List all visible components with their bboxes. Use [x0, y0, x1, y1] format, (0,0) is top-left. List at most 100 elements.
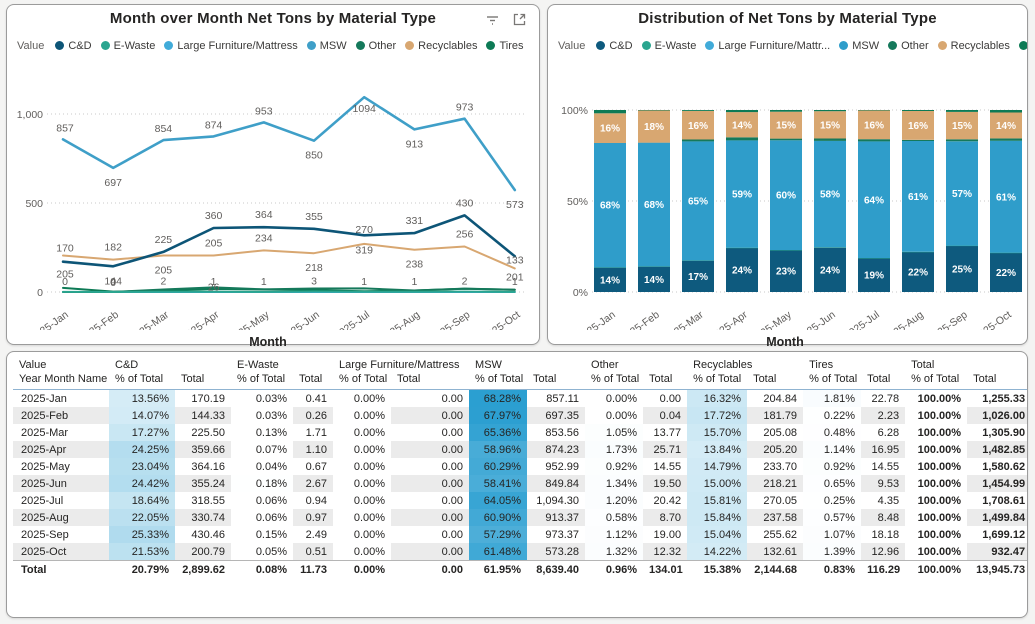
column-sub-header[interactable]: % of Total	[905, 372, 968, 390]
table-cell[interactable]: 1.10	[293, 441, 334, 458]
legend-item-c-d[interactable]: C&D	[596, 40, 633, 52]
table-cell[interactable]: 13.56%	[109, 389, 175, 407]
table-cell[interactable]: 0.00%	[333, 509, 392, 526]
table-cell[interactable]: 0.06%	[231, 509, 294, 526]
table-cell[interactable]: 18.18	[871, 528, 900, 541]
legend-item-tires[interactable]: Tires	[486, 40, 524, 52]
table-row[interactable]: 2025-Oct 21.53% 200.79 0.05% 0.51 0.00% 0.00 61…	[13, 543, 1027, 561]
bar-segment-e-waste[interactable]	[638, 266, 670, 267]
bar-chart-visual[interactable]: Distribution of Net Tons by Material Typ…	[547, 4, 1028, 349]
table-cell[interactable]: 2.23	[861, 407, 906, 424]
table-cell[interactable]: 60.29%	[469, 458, 528, 475]
table-cell[interactable]: 1.05%	[585, 424, 644, 441]
table-cell[interactable]: 1.14%	[803, 441, 862, 458]
line-chart-plot[interactable]: 0 500 1,000 2025-Jan 2025-Feb 2025-Mar 2025-Ap…	[13, 54, 535, 346]
table-cell[interactable]: 952.99	[545, 460, 580, 473]
table-cell[interactable]: 1.07%	[803, 526, 862, 543]
table-cell[interactable]: 8,639.40	[527, 560, 586, 578]
table-cell[interactable]: 16.32%	[687, 389, 748, 407]
table-cell[interactable]: 0.57%	[803, 509, 862, 526]
column-sub-header[interactable]: % of Total	[803, 372, 862, 390]
legend-item-msw[interactable]: MSW	[306, 40, 347, 52]
table-cell[interactable]: 0.00%	[333, 526, 392, 543]
series-line[interactable]	[62, 242, 516, 270]
table-cell[interactable]: 19.50	[643, 475, 688, 492]
table-cell[interactable]: 0.97	[293, 509, 334, 526]
table-cell[interactable]: 2.67	[293, 475, 334, 492]
table-cell[interactable]: 61.48%	[469, 543, 528, 561]
table-cell[interactable]: 697.35	[527, 407, 586, 424]
table-cell[interactable]: 0.00%	[333, 475, 392, 492]
row-label[interactable]: 2025-Jul	[21, 494, 64, 507]
table-cell[interactable]: 573.28	[527, 543, 586, 561]
table-cell[interactable]: 0.00%	[333, 492, 392, 509]
bar-segment-e-waste[interactable]	[594, 267, 626, 268]
table-cell[interactable]: 0.03%	[231, 389, 294, 407]
table-cell[interactable]: 0.26	[293, 407, 334, 424]
column-group-header[interactable]: Recyclables	[693, 359, 753, 371]
table-cell[interactable]: 21.53%	[109, 543, 175, 561]
table-cell[interactable]: 58.41%	[469, 475, 528, 492]
table-cell[interactable]: 364.16	[191, 460, 226, 473]
table-cell[interactable]: 100.00%	[917, 494, 962, 507]
bar-segment-e-waste[interactable]	[726, 247, 758, 249]
bar-segment-recyclables[interactable]	[638, 110, 670, 143]
table-cell[interactable]: 1.34%	[585, 475, 644, 492]
bar-segment-c-d[interactable]	[638, 266, 670, 292]
bar-segment-msw[interactable]	[726, 140, 758, 248]
table-cell[interactable]: 0.15%	[231, 526, 294, 543]
table-cell[interactable]: 14.55	[871, 460, 900, 473]
table-cell[interactable]: 0.96%	[585, 560, 644, 578]
table-cell[interactable]: 0.00	[391, 441, 470, 458]
bar-segment-tires[interactable]	[946, 110, 978, 112]
bar-segment-c-d[interactable]	[858, 258, 890, 292]
column-sub-header[interactable]: Total	[967, 372, 1027, 390]
bar-segment-msw[interactable]	[858, 141, 890, 258]
column-sub-header[interactable]: % of Total	[585, 372, 644, 390]
table-row[interactable]: 2025-Sep 25.33% 430.46 0.15% 2.49 0.00% 0.00 57…	[13, 526, 1027, 543]
row-label[interactable]: 2025-Sep	[21, 528, 69, 541]
table-cell[interactable]: 0.51	[293, 543, 334, 561]
table-cell[interactable]: 330.74	[175, 509, 232, 526]
table-cell[interactable]: 1,708.61	[982, 494, 1026, 507]
table-cell[interactable]: 1,699.12	[982, 528, 1026, 541]
table-cell[interactable]: 0.00	[441, 426, 464, 439]
table-cell[interactable]: 19.00	[653, 528, 682, 541]
bar-segment-tires[interactable]	[594, 110, 626, 114]
table-cell[interactable]: 1.32%	[585, 543, 644, 561]
legend-item-c-d[interactable]: C&D	[55, 40, 92, 52]
legend-item-other[interactable]: Other	[888, 40, 929, 52]
table-cell[interactable]: 205.20	[747, 441, 804, 458]
bar-segment-msw[interactable]	[902, 140, 934, 252]
bar-segment-recyclables[interactable]	[858, 110, 890, 140]
table-cell[interactable]: 1.71	[305, 426, 328, 439]
table-cell[interactable]: 0.00	[391, 407, 470, 424]
table-cell[interactable]: 0.00%	[333, 543, 392, 561]
table-cell[interactable]: 237.58	[747, 509, 804, 526]
series-line[interactable]	[61, 214, 517, 268]
table-cell[interactable]: 15.38%	[687, 560, 748, 578]
table-cell[interactable]: 100.00%	[917, 511, 962, 524]
table-cell[interactable]: 0.00%	[333, 389, 392, 407]
table-cell[interactable]: 355.24	[175, 475, 232, 492]
bar-segment-tires[interactable]	[682, 110, 714, 111]
legend-item-recyclables[interactable]: Recyclables	[937, 40, 1010, 52]
table-cell[interactable]: 1,255.33	[982, 392, 1026, 405]
table-cell[interactable]: 67.97%	[469, 407, 528, 424]
column-sub-header[interactable]: Total	[527, 372, 586, 390]
bar-segment-tires[interactable]	[770, 110, 802, 112]
table-cell[interactable]: 22.78	[871, 392, 900, 405]
table-cell[interactable]: 218.21	[747, 475, 804, 492]
table-cell[interactable]: 8.70	[643, 509, 688, 526]
bar-segment-e-waste[interactable]	[946, 245, 978, 247]
table-row[interactable]: 2025-Jul 18.64% 318.55 0.06% 0.94 0.00% 0.00 64…	[13, 492, 1027, 509]
column-sub-header[interactable]: Total	[643, 372, 688, 390]
bar-segment-other[interactable]	[902, 139, 934, 141]
table-cell[interactable]: 0.03%	[231, 407, 294, 424]
row-label[interactable]: Total	[13, 560, 109, 578]
bar-segment-other[interactable]	[682, 139, 714, 142]
row-header-title[interactable]: Year Month Name	[13, 372, 109, 390]
table-cell[interactable]: 6.28	[877, 426, 900, 439]
bar-segment-tires[interactable]	[990, 110, 1022, 113]
bar-segment-other[interactable]	[858, 139, 890, 142]
